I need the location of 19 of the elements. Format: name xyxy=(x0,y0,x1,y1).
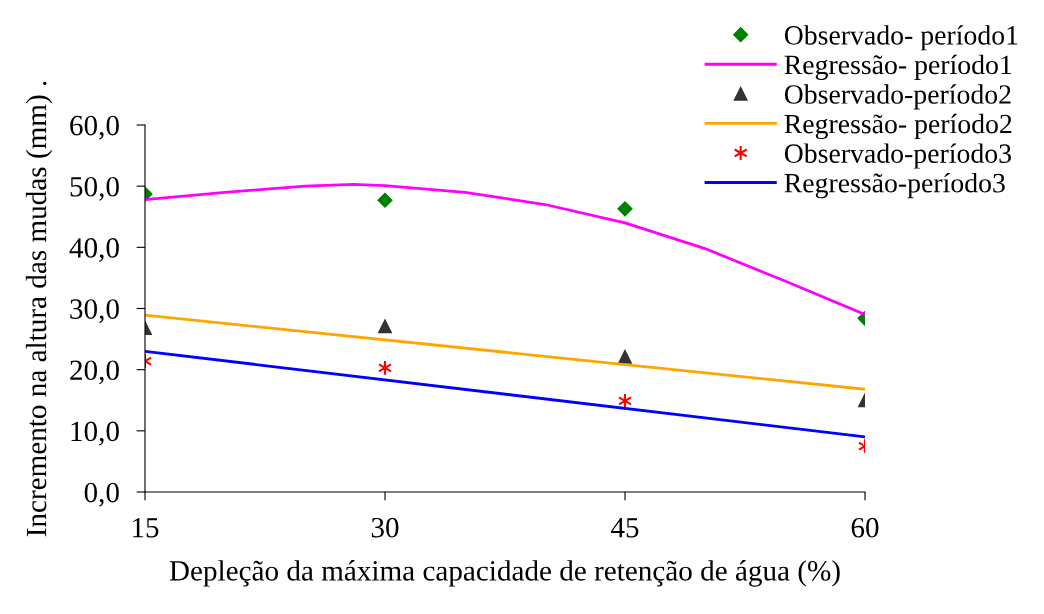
x-tick-label: 30 xyxy=(371,517,399,538)
legend-label: Regressão- período2 xyxy=(784,113,1012,140)
legend-label: Observado- período1 xyxy=(784,25,1018,51)
x-tick-label: 45 xyxy=(610,518,639,538)
y-tick-label: 30,0 xyxy=(70,299,119,324)
x-axis-title: Depleção da máxima capacidade de retenção de água (%) xyxy=(169,560,840,587)
y-tick-label: 40,0 xyxy=(69,238,119,262)
y-tick-label: 20,0 xyxy=(70,360,119,385)
y-tick-label: 50,0 xyxy=(70,176,119,201)
x-tick-label: 60 xyxy=(851,517,879,538)
x-tick-label: 15 xyxy=(132,517,159,538)
y-axis-title: Incremento na altura das mudas (mm) . xyxy=(25,81,53,537)
legend-label: Regressão-período3 xyxy=(784,172,1005,199)
y-tick-label: 0,0 xyxy=(84,482,119,507)
legend-label: Regressão- período1 xyxy=(784,54,1012,80)
legend-label: Observado-período3 xyxy=(784,143,1011,169)
legend-label: Observado-período2 xyxy=(784,84,1011,110)
y-tick-label: 60,0 xyxy=(70,115,119,140)
y-tick-label: 10,0 xyxy=(71,421,119,446)
